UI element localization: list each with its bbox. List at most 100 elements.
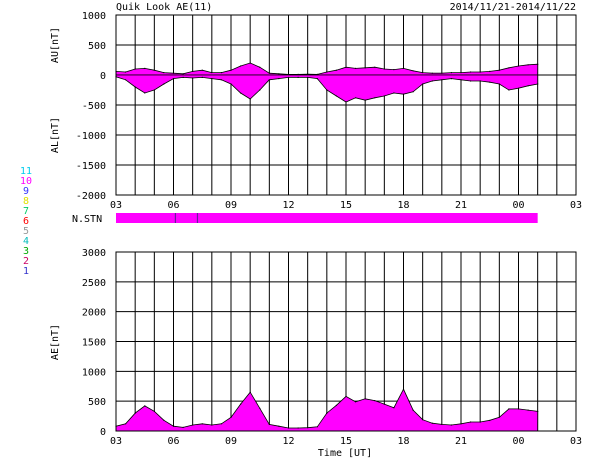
point-ae xyxy=(192,424,194,426)
point-au xyxy=(422,72,424,74)
y-tick-label: 1500 xyxy=(82,338,106,349)
point-ae xyxy=(517,408,520,410)
point-au xyxy=(307,73,309,75)
point-ae xyxy=(249,391,251,393)
point-ae xyxy=(489,419,491,421)
x-axis-label: Time [UT] xyxy=(318,448,372,459)
point-ae xyxy=(211,424,213,426)
point-ae xyxy=(307,427,309,429)
x-tick-label: 03 xyxy=(570,200,582,211)
point-au xyxy=(498,69,500,71)
point-al xyxy=(393,92,395,94)
point-ae xyxy=(345,395,347,397)
point-ae xyxy=(335,404,337,406)
point-al xyxy=(192,77,194,79)
point-au xyxy=(182,73,184,75)
x-tick-label: 15 xyxy=(340,200,352,211)
point-au xyxy=(153,69,155,71)
point-al xyxy=(498,83,500,85)
x-tick-label: 18 xyxy=(397,436,409,447)
point-ae xyxy=(125,423,127,425)
x-tick-label: 18 xyxy=(397,200,409,211)
au-al-panel: 1000 500 0 -500 -1000 -1500 -2000 03 06 09 12 15 18… xyxy=(50,11,582,211)
station-bar-fill xyxy=(116,213,538,223)
point-al xyxy=(182,76,184,78)
y-tick-label: -1500 xyxy=(76,161,106,172)
point-al xyxy=(307,76,309,78)
point-al xyxy=(249,98,251,100)
point-au xyxy=(412,70,414,72)
y-tick-label: 0 xyxy=(100,427,106,438)
point-au xyxy=(489,70,491,72)
y-tick-label: 1000 xyxy=(82,11,106,22)
point-al xyxy=(431,80,433,82)
point-ae xyxy=(355,401,357,403)
legend-label: 8 xyxy=(23,196,29,207)
ae-y-ticks: 3000 2500 2000 1500 1000 500 0 xyxy=(82,248,106,438)
point-al xyxy=(134,86,136,88)
legend-label: 3 xyxy=(23,246,29,257)
au-al-y-ticks: 1000 500 0 -500 -1000 -1500 -2000 xyxy=(76,11,106,202)
series-al-area xyxy=(115,74,539,103)
point-au xyxy=(460,72,462,74)
point-au xyxy=(441,72,443,74)
point-au xyxy=(383,68,385,70)
y-tick-label: -2000 xyxy=(76,191,106,202)
point-al xyxy=(201,76,203,78)
series-au-area xyxy=(115,62,539,76)
point-al xyxy=(125,79,127,81)
point-al xyxy=(374,97,376,99)
point-au xyxy=(249,62,251,64)
y-tick-label: 0 xyxy=(100,71,106,82)
point-al xyxy=(326,89,328,91)
legend-label: 7 xyxy=(23,206,29,217)
point-au xyxy=(527,64,529,66)
point-al xyxy=(278,78,280,80)
point-al xyxy=(441,79,443,81)
x-tick-label: 06 xyxy=(167,436,179,447)
point-al xyxy=(259,89,261,91)
point-ae xyxy=(316,426,318,428)
point-au xyxy=(479,71,481,73)
point-al xyxy=(144,92,146,94)
series-ae-area xyxy=(115,388,539,432)
point-al xyxy=(489,81,491,83)
legend-label: 4 xyxy=(23,236,29,247)
x-tick-label: 00 xyxy=(512,200,524,211)
x-tick-label: 15 xyxy=(340,436,352,447)
point-ae xyxy=(412,409,414,411)
point-ae xyxy=(527,409,529,411)
point-al xyxy=(240,92,242,94)
legend-label: 9 xyxy=(23,186,29,197)
x-tick-label: 03 xyxy=(110,200,122,211)
point-al xyxy=(517,87,520,89)
legend-label: 11 xyxy=(20,166,32,177)
point-al xyxy=(163,83,165,85)
point-au xyxy=(240,65,242,67)
point-al xyxy=(422,83,424,85)
x-tick-label: 03 xyxy=(570,436,582,447)
point-ae xyxy=(383,403,385,405)
point-al xyxy=(316,78,318,80)
legend-label: 1 xyxy=(23,266,29,277)
point-al xyxy=(287,76,290,78)
point-au xyxy=(364,67,366,69)
point-ae xyxy=(479,421,481,423)
chart-title: Quik Look AE(11) xyxy=(116,2,212,13)
point-au xyxy=(201,69,203,71)
x-tick-label: 06 xyxy=(167,200,179,211)
point-al xyxy=(220,79,222,81)
ae-x-ticks: 03 06 09 12 15 18 21 00 03 xyxy=(110,436,582,447)
point-au xyxy=(211,72,213,74)
point-ae xyxy=(364,398,366,400)
plot-frame xyxy=(115,251,577,432)
point-ae xyxy=(163,419,165,421)
point-ae xyxy=(278,425,280,427)
point-al xyxy=(402,93,405,95)
point-au xyxy=(470,71,472,73)
point-au xyxy=(278,73,280,75)
point-ae xyxy=(460,423,462,425)
y-tick-label: -500 xyxy=(82,101,106,112)
point-ae xyxy=(537,410,539,412)
